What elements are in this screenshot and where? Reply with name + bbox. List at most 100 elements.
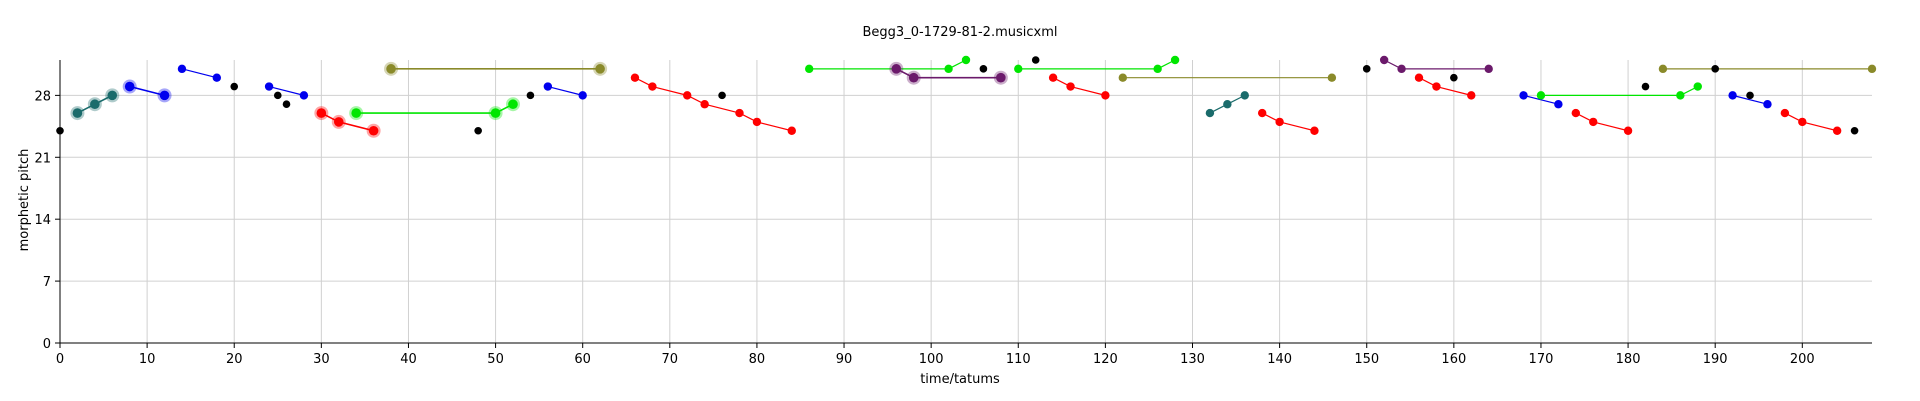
x-tick-label: 180: [1616, 352, 1641, 367]
x-tick-label: 190: [1703, 352, 1728, 367]
data-point: [578, 91, 587, 100]
data-point: [787, 126, 796, 135]
pattern-line: [634, 77, 792, 132]
note-point: [1641, 82, 1650, 91]
data-point: [1327, 73, 1337, 82]
data-point: [630, 73, 640, 82]
data-point: [1432, 82, 1441, 91]
y-tick-label: 21: [34, 151, 51, 166]
data-point: [595, 64, 605, 74]
y-tick-label: 0: [43, 337, 51, 352]
pattern-line: [320, 112, 374, 132]
x-tick-label: 200: [1790, 352, 1815, 367]
x-tick-label: 130: [1180, 352, 1205, 367]
data-point: [1048, 73, 1058, 82]
data-point: [72, 108, 83, 118]
data-point: [891, 64, 902, 74]
y-tick-label: 14: [34, 213, 51, 228]
data-point: [1536, 91, 1546, 100]
data-point: [735, 108, 744, 118]
pattern-line: [181, 68, 217, 79]
pattern-line: [1052, 77, 1106, 96]
data-point: [264, 82, 274, 91]
pattern-line: [268, 85, 305, 96]
pattern-line: [809, 59, 967, 70]
note-point: [718, 91, 726, 100]
note-point: [230, 82, 239, 91]
x-tick-label: 30: [313, 352, 330, 367]
x-tick-label: 160: [1441, 352, 1466, 367]
x-tick-label: 50: [487, 352, 504, 367]
data-point: [1101, 91, 1110, 100]
x-tick-label: 170: [1529, 352, 1554, 367]
pattern-line: [1018, 59, 1176, 70]
pattern-line: [1784, 112, 1838, 132]
axes: [59, 60, 1872, 344]
x-tick-label: 10: [139, 352, 156, 367]
data-point: [107, 90, 118, 101]
data-point: [1832, 126, 1842, 135]
note-point: [1031, 56, 1040, 64]
data-point: [1170, 55, 1180, 65]
data-point: [333, 117, 344, 127]
data-point: [1205, 108, 1215, 118]
x-tick-label: 20: [226, 352, 243, 367]
x-tick-label: 40: [400, 352, 417, 367]
data-point: [700, 100, 709, 109]
note-point: [474, 126, 482, 135]
data-point: [299, 91, 309, 100]
x-tick-label: 120: [1093, 352, 1118, 367]
data-point: [1763, 100, 1772, 109]
note-point: [273, 91, 282, 100]
pattern-line: [1575, 112, 1629, 132]
note-point: [1450, 73, 1458, 82]
data-point: [159, 90, 170, 101]
data-point: [351, 108, 361, 118]
data-point: [1257, 108, 1267, 118]
data-point: [1693, 82, 1702, 91]
data-point: [212, 73, 222, 82]
data-point: [1397, 64, 1406, 74]
data-point: [1571, 108, 1581, 118]
note-point: [1850, 126, 1859, 135]
data-point: [1014, 64, 1023, 74]
data-point: [1484, 64, 1493, 74]
data-point: [1589, 117, 1598, 127]
data-point: [508, 99, 518, 110]
data-point: [1554, 100, 1563, 109]
pattern-line: [1732, 94, 1768, 105]
data-point: [368, 125, 379, 136]
data-point: [1798, 117, 1807, 127]
data-point: [752, 117, 762, 127]
data-point: [90, 99, 100, 110]
grid: [59, 60, 1872, 344]
data-point: [316, 108, 327, 118]
data-point: [804, 64, 814, 74]
data-point: [177, 64, 187, 74]
ticks: 0 10 20 30 40 50 60 70 80 90 100 110 120 130 140 150 160…: [34, 89, 1814, 367]
pattern-line: [1540, 85, 1699, 96]
chart-title: Begg3_0-1729-81-2.musicxml: [863, 25, 1058, 40]
note-point: [1362, 65, 1371, 73]
data-points: [56, 55, 1877, 138]
data-point: [944, 64, 953, 74]
data-point: [1414, 73, 1424, 82]
note-point: [56, 126, 64, 135]
x-tick-label: 80: [749, 352, 766, 367]
data-point: [543, 82, 553, 91]
data-point: [386, 64, 396, 74]
note-point: [1746, 91, 1754, 100]
x-tick-label: 60: [574, 352, 591, 367]
note-point: [979, 65, 988, 73]
x-tick-label: 0: [56, 352, 64, 367]
x-tick-label: 150: [1354, 352, 1379, 367]
note-point: [1711, 65, 1719, 73]
data-point: [1223, 100, 1232, 109]
pattern-line: [1523, 94, 1559, 105]
x-tick-label: 90: [836, 352, 853, 367]
data-point: [124, 81, 135, 92]
x-tick-label: 140: [1267, 352, 1292, 367]
x-tick-label: 100: [919, 352, 944, 367]
data-point: [1623, 126, 1633, 135]
data-point: [1867, 64, 1877, 74]
